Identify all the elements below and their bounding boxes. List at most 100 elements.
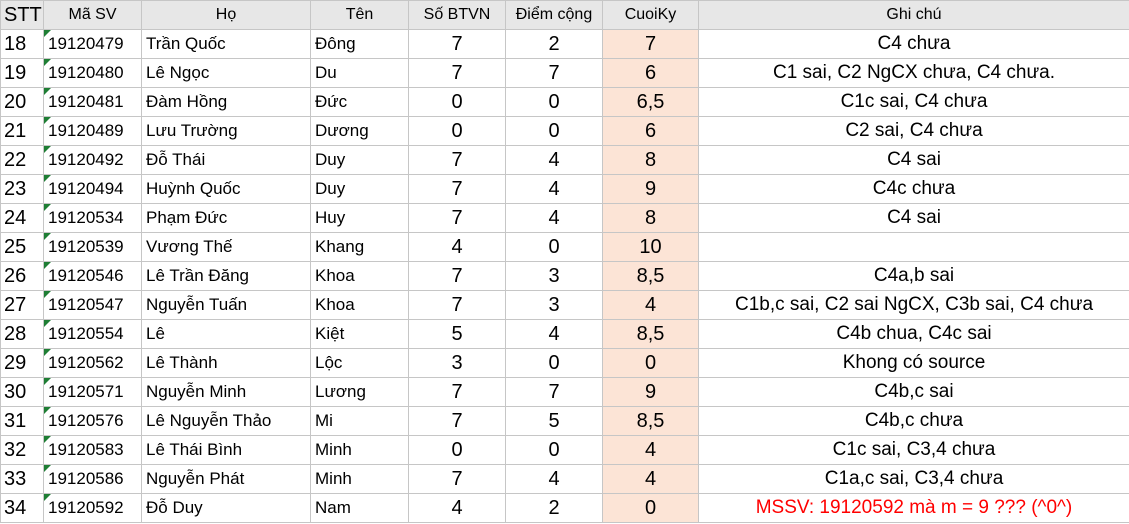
cell-sobtvn[interactable]: 5: [408, 319, 506, 349]
cell-diemcong[interactable]: 2: [505, 493, 603, 523]
cell-cuoiky[interactable]: 6: [602, 58, 699, 88]
header-diemcong[interactable]: Điểm cộng: [505, 0, 603, 30]
cell-sobtvn[interactable]: 7: [408, 203, 506, 233]
header-cuoiky[interactable]: CuoiKy: [602, 0, 699, 30]
cell-stt[interactable]: 32: [0, 435, 44, 465]
cell-diemcong[interactable]: 4: [505, 145, 603, 175]
cell-sobtvn[interactable]: 7: [408, 29, 506, 59]
cell-sobtvn[interactable]: 0: [408, 435, 506, 465]
cell-sobtvn[interactable]: 4: [408, 232, 506, 262]
cell-ten[interactable]: Lộc: [310, 348, 409, 378]
cell-ghichu[interactable]: C1c sai, C3,4 chưa: [698, 435, 1129, 465]
cell-ghichu[interactable]: C4b,c chưa: [698, 406, 1129, 436]
cell-diemcong[interactable]: 3: [505, 290, 603, 320]
header-ten[interactable]: Tên: [310, 0, 409, 30]
cell-stt[interactable]: 25: [0, 232, 44, 262]
cell-ten[interactable]: Minh: [310, 435, 409, 465]
cell-ho[interactable]: Đàm Hồng: [141, 87, 311, 117]
header-stt[interactable]: STT: [0, 0, 44, 30]
cell-ho[interactable]: Huỳnh Quốc: [141, 174, 311, 204]
cell-masv[interactable]: 19120480: [43, 58, 142, 88]
cell-ghichu[interactable]: C4 sai: [698, 145, 1129, 175]
cell-ghichu[interactable]: C2 sai, C4 chưa: [698, 116, 1129, 146]
cell-stt[interactable]: 22: [0, 145, 44, 175]
cell-stt[interactable]: 18: [0, 29, 44, 59]
cell-masv[interactable]: 19120592: [43, 493, 142, 523]
cell-sobtvn[interactable]: 7: [408, 406, 506, 436]
cell-ten[interactable]: Mi: [310, 406, 409, 436]
header-ho[interactable]: Họ: [141, 0, 311, 30]
cell-stt[interactable]: 29: [0, 348, 44, 378]
cell-stt[interactable]: 24: [0, 203, 44, 233]
cell-ten[interactable]: Minh: [310, 464, 409, 494]
cell-cuoiky[interactable]: 9: [602, 174, 699, 204]
cell-cuoiky[interactable]: 6,5: [602, 87, 699, 117]
cell-ten[interactable]: Duy: [310, 174, 409, 204]
cell-ten[interactable]: Đức: [310, 87, 409, 117]
cell-sobtvn[interactable]: 3: [408, 348, 506, 378]
cell-ho[interactable]: Nguyễn Tuấn: [141, 290, 311, 320]
cell-ten[interactable]: Dương: [310, 116, 409, 146]
cell-masv[interactable]: 19120547: [43, 290, 142, 320]
cell-sobtvn[interactable]: 4: [408, 493, 506, 523]
cell-masv[interactable]: 19120539: [43, 232, 142, 262]
cell-ho[interactable]: Lưu Trường: [141, 116, 311, 146]
cell-diemcong[interactable]: 0: [505, 116, 603, 146]
cell-ghichu[interactable]: C4b chua, C4c sai: [698, 319, 1129, 349]
cell-masv[interactable]: 19120481: [43, 87, 142, 117]
cell-diemcong[interactable]: 0: [505, 232, 603, 262]
cell-sobtvn[interactable]: 7: [408, 145, 506, 175]
cell-ten[interactable]: Khoa: [310, 290, 409, 320]
cell-stt[interactable]: 30: [0, 377, 44, 407]
cell-ghichu[interactable]: C1a,c sai, C3,4 chưa: [698, 464, 1129, 494]
cell-sobtvn[interactable]: 7: [408, 261, 506, 291]
cell-ten[interactable]: Đông: [310, 29, 409, 59]
cell-ten[interactable]: Duy: [310, 145, 409, 175]
cell-cuoiky[interactable]: 9: [602, 377, 699, 407]
header-sobtvn[interactable]: Số BTVN: [408, 0, 506, 30]
cell-sobtvn[interactable]: 7: [408, 464, 506, 494]
cell-sobtvn[interactable]: 7: [408, 290, 506, 320]
cell-masv[interactable]: 19120494: [43, 174, 142, 204]
cell-cuoiky[interactable]: 4: [602, 464, 699, 494]
cell-diemcong[interactable]: 3: [505, 261, 603, 291]
cell-diemcong[interactable]: 4: [505, 464, 603, 494]
cell-ho[interactable]: Vương Thế: [141, 232, 311, 262]
cell-masv[interactable]: 19120492: [43, 145, 142, 175]
cell-cuoiky[interactable]: 8,5: [602, 406, 699, 436]
cell-ten[interactable]: Khoa: [310, 261, 409, 291]
cell-diemcong[interactable]: 0: [505, 435, 603, 465]
cell-stt[interactable]: 34: [0, 493, 44, 523]
cell-diemcong[interactable]: 7: [505, 58, 603, 88]
cell-ghichu[interactable]: C1b,c sai, C2 sai NgCX, C3b sai, C4 chưa: [698, 290, 1129, 320]
cell-masv[interactable]: 19120562: [43, 348, 142, 378]
cell-ho[interactable]: Lê Nguyễn Thảo: [141, 406, 311, 436]
cell-masv[interactable]: 19120571: [43, 377, 142, 407]
cell-diemcong[interactable]: 4: [505, 174, 603, 204]
cell-cuoiky[interactable]: 4: [602, 290, 699, 320]
cell-masv[interactable]: 19120554: [43, 319, 142, 349]
cell-masv[interactable]: 19120534: [43, 203, 142, 233]
cell-cuoiky[interactable]: 7: [602, 29, 699, 59]
cell-sobtvn[interactable]: 0: [408, 116, 506, 146]
cell-sobtvn[interactable]: 7: [408, 58, 506, 88]
cell-stt[interactable]: 23: [0, 174, 44, 204]
cell-ho[interactable]: Đỗ Duy: [141, 493, 311, 523]
cell-cuoiky[interactable]: 0: [602, 348, 699, 378]
cell-cuoiky[interactable]: 8,5: [602, 261, 699, 291]
cell-ghichu[interactable]: C1c sai, C4 chưa: [698, 87, 1129, 117]
header-ghichu[interactable]: Ghi chú: [698, 0, 1129, 30]
cell-ho[interactable]: Lê Ngọc: [141, 58, 311, 88]
cell-ten[interactable]: Khang: [310, 232, 409, 262]
cell-cuoiky[interactable]: 10: [602, 232, 699, 262]
cell-masv[interactable]: 19120489: [43, 116, 142, 146]
cell-cuoiky[interactable]: 8: [602, 203, 699, 233]
cell-diemcong[interactable]: 4: [505, 203, 603, 233]
cell-ho[interactable]: Lê Thành: [141, 348, 311, 378]
cell-ho[interactable]: Lê: [141, 319, 311, 349]
cell-ghichu[interactable]: C4c chưa: [698, 174, 1129, 204]
cell-ho[interactable]: Nguyễn Phát: [141, 464, 311, 494]
cell-cuoiky[interactable]: 0: [602, 493, 699, 523]
cell-ten[interactable]: Du: [310, 58, 409, 88]
cell-masv[interactable]: 19120479: [43, 29, 142, 59]
